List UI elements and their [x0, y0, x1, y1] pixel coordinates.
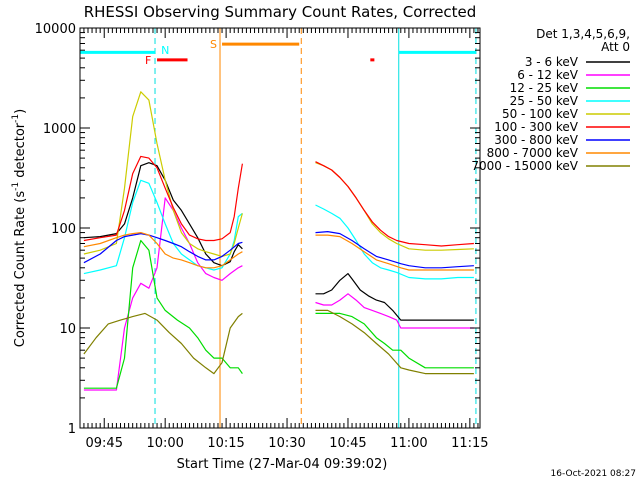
y-tick-label: 1000 [43, 122, 76, 137]
y-tick-label: 10 [59, 322, 76, 337]
series-line [83, 162, 474, 321]
timestamp: 16-Oct-2021 08:27 [551, 469, 636, 479]
legend-header-line-1: Det 1,3,4,5,6,9, [536, 27, 630, 41]
x-tick-label: 10:15 [207, 436, 244, 451]
flag-label: F [145, 54, 151, 67]
series-line [83, 231, 474, 269]
legend-entry-label: 3 - 6 keV [525, 55, 579, 69]
series-line [83, 155, 474, 247]
x-tick-label: 10:30 [268, 436, 305, 451]
y-axis: 1 10 100 1000 10000 [35, 22, 480, 437]
y-tick-label: 100 [51, 222, 76, 237]
legend-entry-label: 100 - 300 keV [494, 120, 578, 134]
legend-entry-label: 50 - 100 keV [502, 107, 579, 121]
series-line [83, 239, 474, 389]
x-tick-label: 11:15 [451, 436, 488, 451]
legend-entry-label: 300 - 800 keV [494, 133, 578, 147]
chart-title: RHESSI Observing Summary Count Rates, Co… [84, 3, 477, 21]
x-axis-label: Start Time (27-Mar-04 09:39:02) [177, 457, 388, 472]
x-tick-label: 09:45 [86, 436, 123, 451]
y-axis-label: Corrected Count Rate (s-1 detector-1) [11, 109, 28, 347]
series-line [83, 232, 474, 271]
x-tick-label: 10:45 [329, 436, 366, 451]
series-line [83, 179, 474, 280]
legend-entry-label: 800 - 7000 keV [487, 146, 579, 160]
legend-entry-label: 25 - 50 keV [510, 94, 579, 108]
y-tick-label: 1 [68, 422, 76, 437]
y-tick-label: 10000 [35, 22, 76, 37]
legend-header-line-2: Att 0 [601, 40, 630, 54]
x-tick-label: 11:00 [390, 436, 427, 451]
series-line [83, 309, 474, 375]
flag-label: N [161, 44, 169, 57]
flag-label: S [210, 38, 217, 51]
legend-entry-label: 12 - 25 keV [510, 81, 579, 95]
legend-entry-label: 6 - 12 keV [517, 68, 579, 82]
legend-entry-label: 7000 - 15000 keV [471, 159, 578, 173]
x-axis: 09:45 10:00 10:15 10:30 10:45 11:00 11:15 [83, 28, 489, 451]
plot-area: NF S [80, 28, 477, 428]
x-tick-label: 10:00 [146, 436, 183, 451]
